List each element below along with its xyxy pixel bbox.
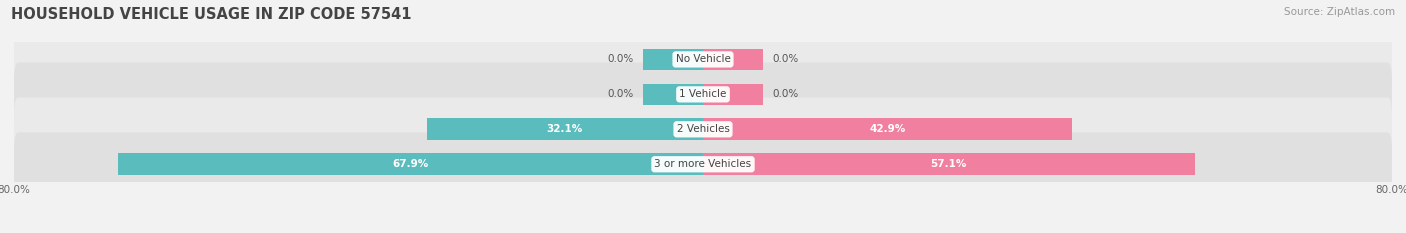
- Bar: [703, 83, 763, 105]
- Text: 57.1%: 57.1%: [931, 159, 967, 169]
- Text: 32.1%: 32.1%: [547, 124, 583, 134]
- Bar: [426, 118, 703, 140]
- Text: 0.0%: 0.0%: [772, 55, 799, 64]
- Bar: [703, 118, 1073, 140]
- Text: 0.0%: 0.0%: [772, 89, 799, 99]
- Bar: [703, 49, 763, 70]
- Text: 42.9%: 42.9%: [869, 124, 905, 134]
- FancyBboxPatch shape: [14, 62, 1392, 126]
- Bar: [703, 153, 1195, 175]
- Text: 0.0%: 0.0%: [607, 89, 634, 99]
- Text: No Vehicle: No Vehicle: [675, 55, 731, 64]
- Text: 0.0%: 0.0%: [607, 55, 634, 64]
- Text: HOUSEHOLD VEHICLE USAGE IN ZIP CODE 57541: HOUSEHOLD VEHICLE USAGE IN ZIP CODE 5754…: [11, 7, 412, 22]
- Bar: [118, 153, 703, 175]
- Legend: Owner-occupied, Renter-occupied: Owner-occupied, Renter-occupied: [596, 231, 810, 233]
- Bar: [643, 49, 703, 70]
- FancyBboxPatch shape: [14, 28, 1392, 91]
- Text: 2 Vehicles: 2 Vehicles: [676, 124, 730, 134]
- FancyBboxPatch shape: [14, 97, 1392, 161]
- Bar: [643, 83, 703, 105]
- FancyBboxPatch shape: [14, 132, 1392, 196]
- Text: 67.9%: 67.9%: [392, 159, 429, 169]
- Text: Source: ZipAtlas.com: Source: ZipAtlas.com: [1284, 7, 1395, 17]
- Text: 1 Vehicle: 1 Vehicle: [679, 89, 727, 99]
- Text: 3 or more Vehicles: 3 or more Vehicles: [654, 159, 752, 169]
